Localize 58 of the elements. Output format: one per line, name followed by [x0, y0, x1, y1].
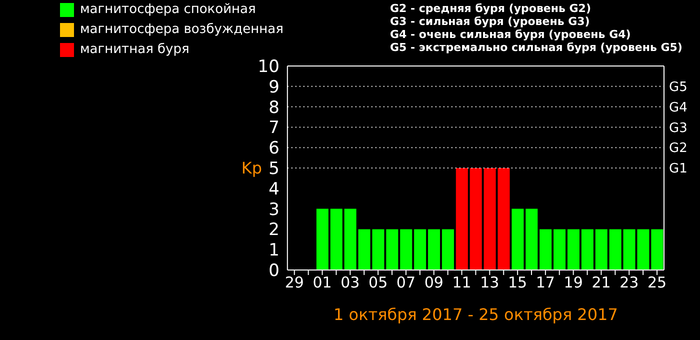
- bar: [581, 229, 594, 270]
- bar: [651, 229, 664, 270]
- bar: [428, 229, 440, 270]
- y-tick-label: 6: [268, 138, 280, 159]
- legend-label: магнитосфера спокойная: [80, 1, 256, 19]
- x-axis-title: 1 октября 2017 - 25 октября 2017: [334, 305, 618, 324]
- x-tick-label: 07: [396, 274, 416, 292]
- bar: [540, 229, 552, 270]
- ref-line-label: G2: [669, 141, 688, 156]
- text: G2 - средняя буря (уровень G2): [390, 2, 592, 15]
- y-tick-label: 0: [268, 261, 280, 282]
- x-tick-label: 01: [312, 274, 332, 292]
- ref-line-label: G3: [669, 120, 688, 136]
- y-tick-label: 9: [268, 77, 280, 98]
- x-tick-label: 17: [536, 274, 555, 292]
- bar: [414, 229, 426, 270]
- bar: [512, 208, 524, 270]
- x-tick-label: 11: [452, 274, 472, 292]
- y-tick-label: 4: [268, 179, 280, 200]
- x-tick-label: 03: [340, 274, 360, 292]
- y-tick-label: 5: [268, 159, 280, 180]
- legend-label: магнитосфера возбужденная: [80, 21, 284, 39]
- ref-line-label: G5: [669, 80, 688, 96]
- text: G5 - экстремально сильная буря (уровень G5): [390, 41, 682, 54]
- x-tick-label: 15: [508, 274, 528, 292]
- bar: [386, 229, 398, 270]
- y-tick-label: 3: [268, 200, 280, 220]
- x-tick-label: 29: [284, 274, 304, 292]
- ref-line-label: G4: [669, 100, 688, 116]
- text: G3 - сильная буря (уровень G3): [390, 15, 591, 28]
- bar: [526, 208, 538, 270]
- x-tick-label: 09: [424, 274, 444, 292]
- ref-line-label: G1: [669, 162, 688, 177]
- y-tick-label: 2: [268, 220, 280, 240]
- bar: [554, 229, 566, 270]
- x-tick-label: 19: [564, 274, 583, 292]
- y-axis-title: Kp: [241, 158, 262, 178]
- bar: [400, 229, 412, 270]
- bar: [344, 208, 356, 270]
- y-tick-label: 10: [258, 57, 280, 78]
- text: G4 - очень сильная буря (уровень G4): [390, 28, 632, 41]
- bar: [316, 208, 328, 270]
- legend-label: магнитная буря: [80, 41, 190, 59]
- bar: [595, 229, 608, 270]
- bar: [442, 229, 454, 270]
- x-tick-label: 13: [480, 274, 500, 292]
- bar: [470, 168, 482, 270]
- bar: [456, 168, 468, 270]
- x-tick-label: 05: [368, 274, 388, 292]
- x-tick-label: 25: [647, 274, 667, 292]
- x-tick-label: 21: [592, 274, 611, 292]
- y-tick-label: 7: [268, 118, 280, 138]
- y-tick-label: 1: [268, 240, 280, 261]
- bar: [330, 208, 342, 270]
- bar: [609, 229, 622, 270]
- x-tick-label: 23: [620, 274, 639, 292]
- y-tick-label: 8: [268, 98, 280, 118]
- bar: [567, 229, 580, 270]
